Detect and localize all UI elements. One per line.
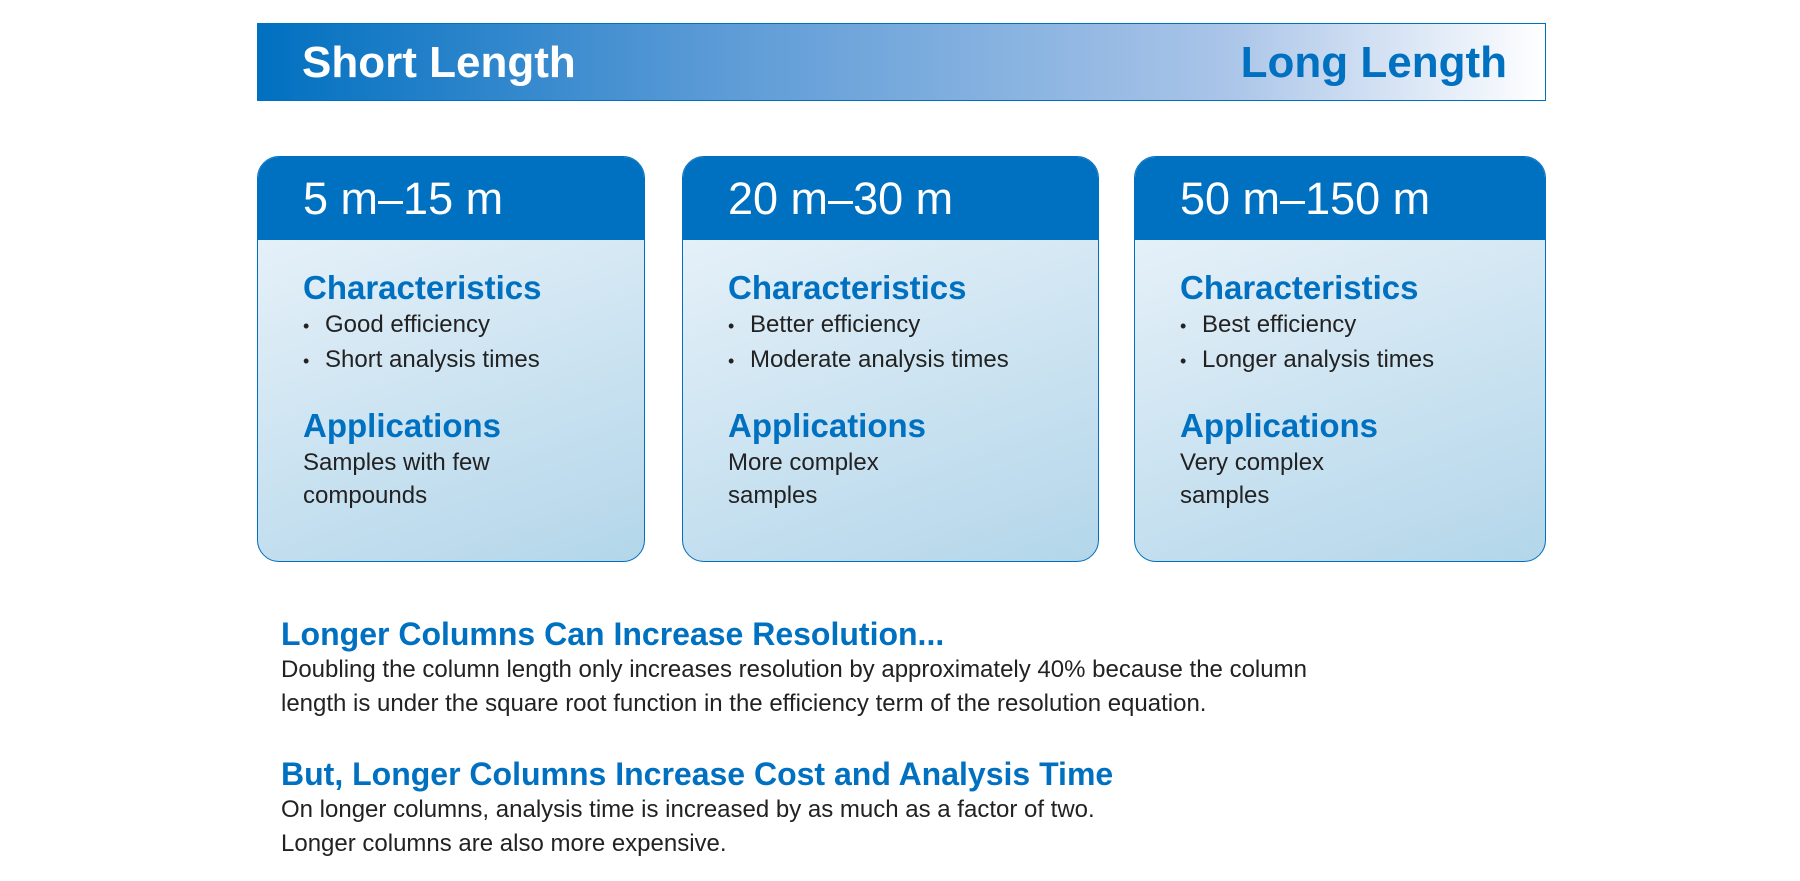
section-text: Longer columns are also more expensive.: [281, 830, 727, 857]
applications-heading: Applications: [303, 407, 502, 444]
card-range: 50 m–150 m: [1135, 157, 1545, 240]
card-body: CharacteristicsBetter efficiencyModerate…: [683, 240, 1098, 512]
characteristic-item: Good efficiency: [303, 308, 614, 343]
section-text: On longer columns, analysis time is incr…: [281, 796, 1095, 823]
banner-right: Long Length: [1240, 38, 1507, 87]
characteristics-heading: Characteristics: [303, 269, 542, 306]
card: 50 m–150 mCharacteristicsBest efficiency…: [1134, 156, 1546, 562]
section-text: Doubling the column length only increase…: [281, 656, 1307, 683]
applications-text: Samples with few compounds: [303, 449, 490, 509]
card-range: 20 m–30 m: [683, 157, 1098, 240]
section-heading: Longer Columns Can Increase Resolution..…: [281, 616, 945, 652]
characteristics-heading: Characteristics: [728, 269, 967, 306]
section-heading: But, Longer Columns Increase Cost and An…: [281, 756, 1114, 792]
banner-left: Short Length: [302, 38, 576, 87]
applications-text: More complex samples: [728, 449, 879, 509]
characteristic-item: Moderate analysis times: [728, 343, 1068, 378]
note-section: Longer Columns Can Increase Resolution..…: [281, 615, 1307, 721]
applications-heading: Applications: [728, 407, 927, 444]
length-banner: Short Length Long Length: [257, 23, 1546, 101]
card-body: CharacteristicsBest efficiencyLonger ana…: [1135, 240, 1545, 512]
characteristics-heading: Characteristics: [1180, 269, 1419, 306]
characteristic-item: Short analysis times: [303, 343, 614, 378]
characteristic-item: Better efficiency: [728, 308, 1068, 343]
characteristic-item: Longer analysis times: [1180, 343, 1515, 378]
applications-text: Very complex samples: [1180, 449, 1325, 509]
card: 5 m–15 mCharacteristicsGood efficiencySh…: [257, 156, 645, 562]
card-range: 5 m–15 m: [258, 157, 644, 240]
characteristic-item: Best efficiency: [1180, 308, 1515, 343]
card-body: CharacteristicsGood efficiencyShort anal…: [258, 240, 644, 512]
applications-heading: Applications: [1180, 407, 1379, 444]
note-section: But, Longer Columns Increase Cost and An…: [281, 755, 1113, 861]
card: 20 m–30 mCharacteristicsBetter efficienc…: [682, 156, 1099, 562]
section-text: length is under the square root function…: [281, 690, 1207, 717]
